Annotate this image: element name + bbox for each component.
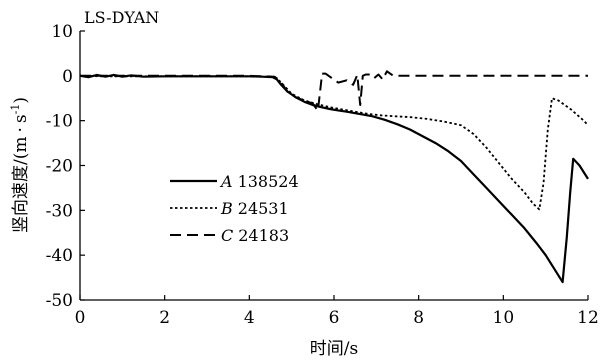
series-line-b bbox=[79, 74, 589, 211]
axes bbox=[79, 31, 588, 301]
legend-label-b: B 24531 bbox=[220, 199, 289, 218]
x-axis-label: 时间/s bbox=[310, 339, 358, 359]
x-tick-label: 6 bbox=[329, 308, 340, 328]
legend-id: 24531 bbox=[238, 199, 289, 218]
legend-label-a: A 138524 bbox=[219, 172, 299, 191]
x-tick-label: 12 bbox=[577, 308, 599, 328]
y-tick-label: -30 bbox=[46, 201, 73, 221]
series-layer bbox=[79, 70, 589, 284]
y-tick-label: -50 bbox=[46, 291, 73, 311]
legend-letter: C bbox=[221, 226, 233, 245]
legend-label-c: C 24183 bbox=[221, 226, 289, 245]
legend-id: 138524 bbox=[238, 172, 299, 191]
y-axis-label-dot: · bbox=[11, 127, 31, 132]
x-ticks: 0 2 4 6 8 10 12 bbox=[75, 295, 599, 328]
y-ticks: 10 0 -10 -20 -30 -40 -50 bbox=[46, 22, 85, 311]
y-tick-label: -20 bbox=[46, 157, 73, 177]
x-tick-label: 8 bbox=[413, 308, 424, 328]
y-axis-label: 竖向速度/(m · s-1) bbox=[9, 97, 31, 233]
x-tick-label: 10 bbox=[493, 308, 515, 328]
x-tick-label: 0 bbox=[75, 308, 86, 328]
y-axis-label-main: 竖向速度/(m bbox=[11, 137, 31, 233]
y-axis-label-exponent: -1 bbox=[9, 104, 22, 115]
y-axis-label-close: ) bbox=[11, 97, 31, 104]
legend-letter: A bbox=[219, 172, 233, 191]
legend-id: 24183 bbox=[238, 226, 289, 245]
y-tick-label: -40 bbox=[46, 246, 73, 266]
x-tick-label: 4 bbox=[244, 308, 255, 328]
y-axis-label-text: 竖向速度/(m · s-1) bbox=[9, 97, 31, 233]
y-tick-label: 10 bbox=[51, 22, 73, 42]
legend-letter: B bbox=[220, 199, 233, 218]
x-tick-label: 2 bbox=[159, 308, 170, 328]
y-tick-label: 0 bbox=[62, 67, 73, 87]
y-axis-label-unit: s bbox=[11, 114, 31, 123]
series-line-c bbox=[80, 70, 588, 112]
legend: A 138524 B 24531 C 24183 bbox=[170, 172, 299, 245]
y-tick-label: -10 bbox=[46, 112, 73, 132]
chart-title: LS-DYAN bbox=[84, 8, 159, 27]
